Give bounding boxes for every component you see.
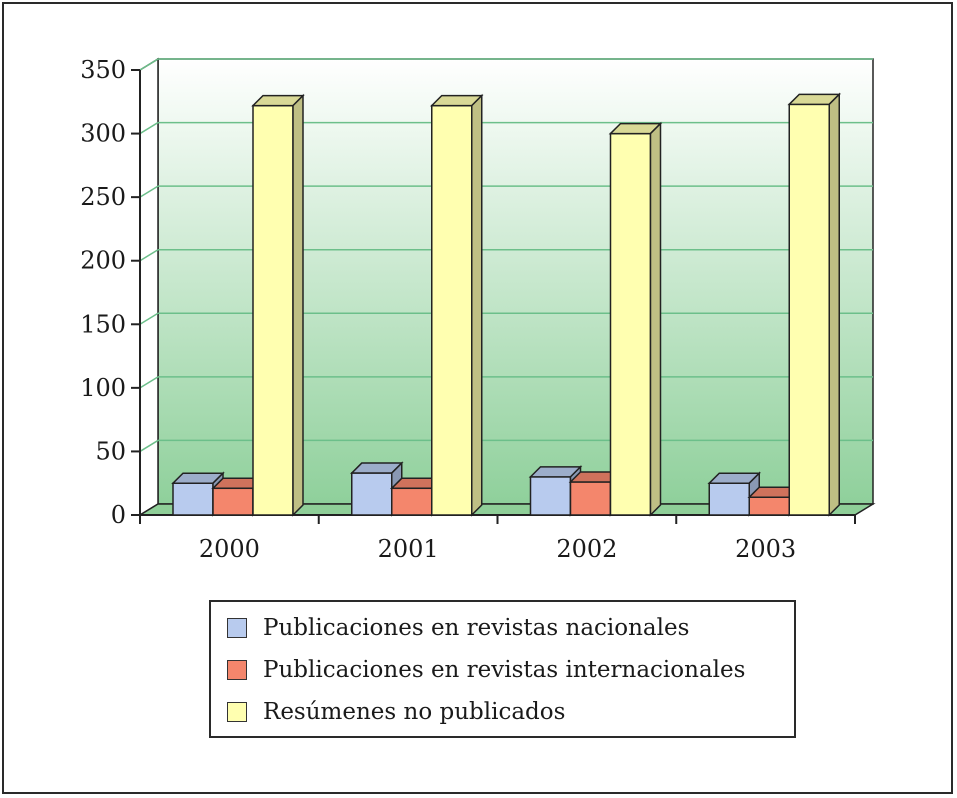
bar-front: [212, 487, 254, 516]
legend-label: Publicaciones en revistas nacionales: [263, 615, 690, 641]
bar-side: [471, 93, 483, 517]
legend-swatch-nacionales: [227, 618, 247, 638]
bar-side: [292, 93, 304, 517]
bar: [608, 121, 663, 517]
bar: [429, 93, 484, 517]
gridline-side: [139, 249, 159, 262]
bar-front: [748, 496, 790, 516]
gridline-side: [139, 312, 159, 325]
gridline-side: [139, 58, 159, 71]
bar-front: [431, 104, 473, 516]
y-tick-label: 100: [80, 374, 126, 402]
y-tick-label: 350: [80, 56, 126, 84]
legend-label: Resúmenes no publicados: [263, 699, 566, 725]
y-tick-label: 250: [80, 183, 126, 211]
bar-front: [788, 103, 830, 516]
y-tick-label: 50: [95, 437, 126, 465]
gridline-side: [139, 439, 159, 453]
bar-front: [391, 487, 433, 516]
bar-side: [649, 121, 662, 517]
bar-front: [529, 476, 572, 516]
legend-item: Resúmenes no publicados: [211, 691, 794, 733]
bar-chart: 0 50 100 150 200 250 300 350 2000 2001 2002 2003: [80, 56, 876, 563]
x-tick-label: 2003: [735, 535, 796, 563]
gridline-side: [139, 185, 159, 198]
x-tick-label: 2002: [556, 535, 617, 563]
bar: [389, 476, 444, 517]
y-tick-label: 0: [111, 501, 126, 529]
gridline-side: [139, 376, 159, 389]
legend-label: Publicaciones en revistas internacionale…: [263, 657, 746, 683]
gridline-side: [139, 121, 159, 135]
bar-front: [609, 132, 652, 516]
legend-item: Publicaciones en revistas nacionales: [211, 607, 794, 649]
x-tick-label: 2000: [199, 535, 260, 563]
bar: [787, 92, 842, 517]
legend-item: Publicaciones en revistas internacionale…: [211, 649, 794, 691]
y-tick-label: 150: [80, 310, 126, 338]
x-tick-label: 2001: [378, 535, 439, 563]
bar-front: [708, 482, 750, 516]
legend-swatch-resumenes: [227, 702, 247, 722]
bar: [251, 93, 305, 517]
bar-side: [828, 92, 840, 517]
y-tick-label: 200: [80, 247, 126, 275]
legend-swatch-internacionales: [227, 660, 247, 680]
bar-front: [252, 104, 294, 516]
y-tick-label: 300: [80, 120, 126, 148]
bar-front: [172, 482, 214, 516]
bar-front: [569, 481, 612, 516]
legend: Publicaciones en revistas nacionales Pub…: [209, 600, 796, 738]
bar-front: [351, 472, 393, 516]
